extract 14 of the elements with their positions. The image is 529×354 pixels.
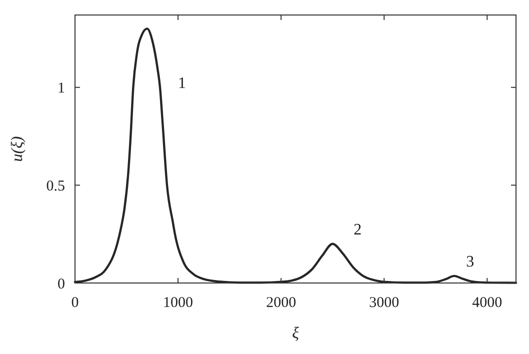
y-tick-label: 0 [58, 276, 65, 292]
x-tick-label: 1000 [163, 295, 194, 311]
y-tick-label: 1 [58, 80, 65, 97]
x-tick-label: 4000 [472, 295, 502, 311]
y-axis-title: u(ξ) [9, 136, 26, 162]
annotation: 1 [178, 74, 186, 92]
x-tick-label: 3000 [369, 295, 400, 311]
x-tick-label: 0 [71, 295, 79, 311]
x-tick-label: 2000 [266, 295, 296, 311]
y-tick-label: 0.5 [46, 178, 65, 194]
annotation: 3 [466, 254, 474, 271]
x-axis-title: ξ [292, 325, 300, 342]
line-series [74, 28, 518, 284]
annotation: 2 [354, 221, 362, 238]
